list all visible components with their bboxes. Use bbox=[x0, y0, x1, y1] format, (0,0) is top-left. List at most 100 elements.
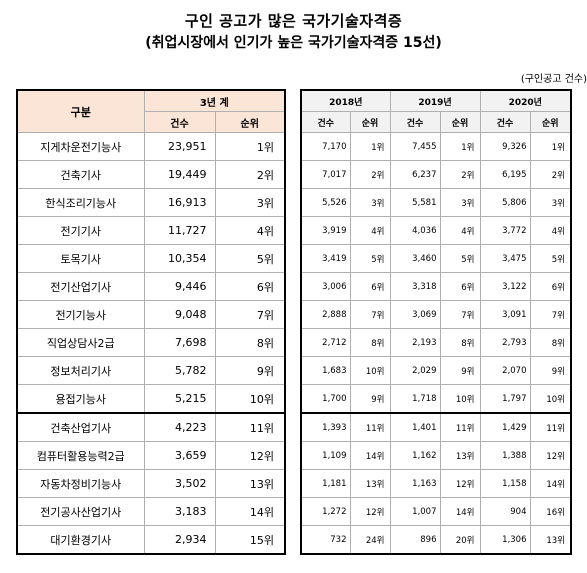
header-year-2019: 2019년 bbox=[389, 89, 481, 112]
total-rank: 11위 bbox=[214, 412, 286, 442]
rank-2020: 16위 bbox=[529, 497, 572, 526]
total-rank: 12위 bbox=[214, 441, 286, 470]
count-2018: 1,393 bbox=[300, 412, 351, 442]
total-rank: 15위 bbox=[214, 525, 286, 555]
rank-2020: 1위 bbox=[529, 132, 572, 161]
count-2019: 3,318 bbox=[389, 272, 441, 301]
unit-note: (구인공고 건수) bbox=[520, 74, 587, 85]
count-2019: 1,007 bbox=[389, 497, 441, 526]
count-2020: 3,772 bbox=[479, 216, 531, 245]
count-2020: 1,388 bbox=[479, 441, 531, 470]
table-row: 1,700 9위 1,718 10위 1,797 10위 bbox=[300, 384, 572, 414]
count-2018: 1,272 bbox=[300, 497, 351, 526]
count-2019: 3,069 bbox=[389, 300, 441, 329]
count-2018: 3,919 bbox=[300, 216, 351, 245]
count-2020: 1,306 bbox=[479, 525, 531, 555]
rank-2019: 3위 bbox=[439, 188, 481, 217]
total-rank: 10위 bbox=[214, 384, 286, 414]
total-rank: 14위 bbox=[214, 497, 286, 526]
total-rank: 5위 bbox=[214, 244, 286, 273]
rank-2019: 1위 bbox=[439, 132, 481, 161]
total-count: 7,698 bbox=[143, 328, 216, 357]
count-2019: 1,162 bbox=[389, 441, 441, 470]
count-2019: 3,460 bbox=[389, 244, 441, 273]
count-2018: 1,181 bbox=[300, 469, 351, 498]
cert-name: 건축기사 bbox=[16, 160, 145, 189]
rank-2018: 1위 bbox=[349, 132, 391, 161]
rank-2018: 13위 bbox=[349, 469, 391, 498]
table-row: 1,683 10위 2,029 9위 2,070 9위 bbox=[300, 356, 572, 385]
total-count: 19,449 bbox=[143, 160, 216, 189]
rank-2018: 4위 bbox=[349, 216, 391, 245]
cert-name: 직업상담사2급 bbox=[16, 328, 145, 357]
total-count: 5,215 bbox=[143, 384, 216, 414]
rank-2020: 14위 bbox=[529, 469, 572, 498]
count-2018: 3,419 bbox=[300, 244, 351, 273]
table-row: 건축산업기사 4,223 11위 bbox=[16, 412, 286, 442]
header-rank: 순위 bbox=[439, 111, 481, 133]
count-2020: 3,122 bbox=[479, 272, 531, 301]
table-row: 대기환경기사 2,934 15위 bbox=[16, 525, 286, 555]
cert-name: 전기공사산업기사 bbox=[16, 497, 145, 526]
count-2018: 1,700 bbox=[300, 384, 351, 414]
total-count: 4,223 bbox=[143, 412, 216, 442]
table-row: 3,919 4위 4,036 4위 3,772 4위 bbox=[300, 216, 572, 245]
count-2018: 7,017 bbox=[300, 160, 351, 189]
total-rank: 6위 bbox=[214, 272, 286, 301]
count-2020: 3,475 bbox=[479, 244, 531, 273]
rank-2018: 10위 bbox=[349, 356, 391, 385]
rank-2018: 5위 bbox=[349, 244, 391, 273]
header-count: 건수 bbox=[389, 111, 441, 133]
header-count: 건수 bbox=[479, 111, 531, 133]
cert-name: 용접기능사 bbox=[16, 384, 145, 414]
cert-name: 전기기능사 bbox=[16, 300, 145, 329]
table-row: 직업상담사2급 7,698 8위 bbox=[16, 328, 286, 357]
cert-name: 전기기사 bbox=[16, 216, 145, 245]
total-count: 9,446 bbox=[143, 272, 216, 301]
total-count: 3,502 bbox=[143, 469, 216, 498]
rank-2018: 9위 bbox=[349, 384, 391, 414]
table-row: 1,272 12위 1,007 14위 904 16위 bbox=[300, 497, 572, 526]
rank-2018: 3위 bbox=[349, 188, 391, 217]
rank-2019: 20위 bbox=[439, 525, 481, 555]
table-row: 1,181 13위 1,163 12위 1,158 14위 bbox=[300, 469, 572, 498]
count-2020: 1,429 bbox=[479, 412, 531, 442]
count-2019: 896 bbox=[389, 525, 441, 555]
count-2020: 1,797 bbox=[479, 384, 531, 414]
rank-2020: 10위 bbox=[529, 384, 572, 414]
total-rank: 7위 bbox=[214, 300, 286, 329]
rank-2018: 24위 bbox=[349, 525, 391, 555]
rank-2018: 11위 bbox=[349, 412, 391, 442]
count-2020: 2,070 bbox=[479, 356, 531, 385]
count-2019: 7,455 bbox=[389, 132, 441, 161]
rank-2019: 13위 bbox=[439, 441, 481, 470]
table-row: 2,888 7위 3,069 7위 3,091 7위 bbox=[300, 300, 572, 329]
count-2019: 1,163 bbox=[389, 469, 441, 498]
count-2019: 4,036 bbox=[389, 216, 441, 245]
table-row: 정보처리기사 5,782 9위 bbox=[16, 356, 286, 385]
total-rank: 1위 bbox=[214, 132, 286, 161]
rank-2019: 12위 bbox=[439, 469, 481, 498]
count-2020: 3,091 bbox=[479, 300, 531, 329]
rank-2020: 11위 bbox=[529, 412, 572, 442]
cert-name: 자동차정비기능사 bbox=[16, 469, 145, 498]
table-row: 732 24위 896 20위 1,306 13위 bbox=[300, 525, 572, 555]
rank-2020: 3위 bbox=[529, 188, 572, 217]
rank-2020: 5위 bbox=[529, 244, 572, 273]
total-count: 3,183 bbox=[143, 497, 216, 526]
count-2018: 5,526 bbox=[300, 188, 351, 217]
cert-name: 정보처리기사 bbox=[16, 356, 145, 385]
count-2018: 1,109 bbox=[300, 441, 351, 470]
table-row: 1,393 11위 1,401 11위 1,429 11위 bbox=[300, 412, 572, 442]
rank-2020: 8위 bbox=[529, 328, 572, 357]
table-row: 전기산업기사 9,446 6위 bbox=[16, 272, 286, 301]
table-row: 7,017 2위 6,237 2위 6,195 2위 bbox=[300, 160, 572, 189]
cert-name: 지게차운전기능사 bbox=[16, 132, 145, 161]
table-row: 건축기사 19,449 2위 bbox=[16, 160, 286, 189]
rank-2019: 14위 bbox=[439, 497, 481, 526]
total-rank: 13위 bbox=[214, 469, 286, 498]
table-row: 3,419 5위 3,460 5위 3,475 5위 bbox=[300, 244, 572, 273]
header-three-year: 3년 계 bbox=[143, 89, 286, 112]
rank-2019: 4위 bbox=[439, 216, 481, 245]
table-row: 7,170 1위 7,455 1위 9,326 1위 bbox=[300, 132, 572, 161]
